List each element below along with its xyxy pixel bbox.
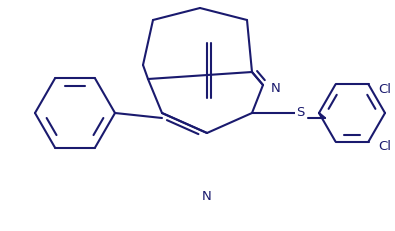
Text: N: N: [202, 189, 212, 203]
Text: S: S: [296, 106, 304, 119]
Text: Cl: Cl: [378, 83, 391, 96]
Text: Cl: Cl: [378, 140, 391, 153]
Text: N: N: [271, 82, 281, 94]
